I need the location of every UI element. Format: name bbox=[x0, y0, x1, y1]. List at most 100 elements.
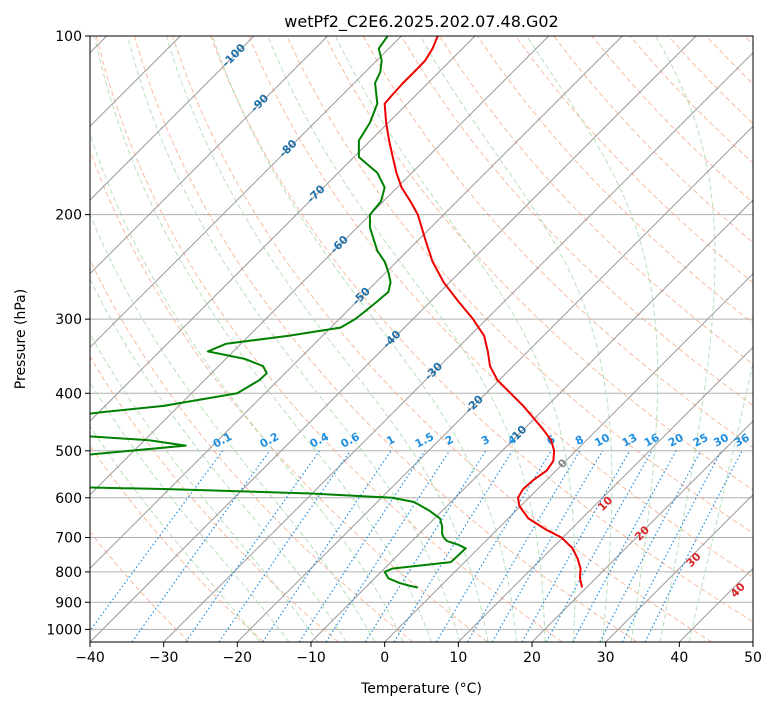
y-tick-label: 300 bbox=[55, 312, 82, 328]
mixing-ratio-line bbox=[325, 450, 451, 642]
dry-adiabat bbox=[667, 36, 753, 125]
x-tick-label: 40 bbox=[670, 650, 688, 666]
mixing-ratio-label: 2 bbox=[443, 433, 456, 448]
x-axis-title: Temperature (°C) bbox=[360, 681, 482, 697]
mixing-ratio-label: 16 bbox=[642, 431, 662, 450]
moist-adiabat bbox=[419, 36, 613, 642]
dry-adiabat bbox=[172, 36, 713, 642]
mixing-ratio-label: 0.4 bbox=[308, 430, 332, 451]
dry-adiabat bbox=[90, 531, 190, 642]
y-axis-title: Pressure (hPa) bbox=[13, 289, 29, 389]
y-tick-label: 900 bbox=[55, 595, 82, 611]
moist-adiabat bbox=[688, 360, 753, 642]
moist-adiabat bbox=[90, 278, 347, 642]
mixing-ratio-label: 20 bbox=[666, 431, 686, 450]
dry-adiabat bbox=[286, 36, 753, 534]
moist-adiabat bbox=[335, 36, 576, 642]
x-axis: −40 −30 −20 −10 0 10 20 30 40 50 bbox=[75, 642, 762, 666]
mixing-ratio-label: 3 bbox=[479, 433, 492, 448]
dry-adiabat bbox=[95, 36, 563, 642]
dry-adiabat-label: 20 bbox=[632, 523, 652, 543]
isotherm-gridline bbox=[90, 36, 697, 642]
mixing-ratio-label: 25 bbox=[691, 431, 711, 450]
mixing-ratio-label: 8 bbox=[573, 433, 586, 448]
isotherm-label: -90 bbox=[248, 91, 271, 114]
moist-adiabat bbox=[90, 213, 376, 642]
mixing-ratio-label: 1.5 bbox=[413, 430, 436, 451]
isotherm-gridline bbox=[752, 641, 753, 642]
moist-adiabat bbox=[165, 36, 489, 642]
mixing-ratio-label: 0.1 bbox=[211, 430, 234, 451]
dry-adiabat bbox=[705, 36, 753, 85]
mixing-ratio-line bbox=[298, 450, 426, 642]
y-tick-label: 100 bbox=[55, 29, 82, 45]
mixing-ratio-label: 0.2 bbox=[258, 430, 281, 451]
isotherm-label: -60 bbox=[328, 233, 351, 256]
dry-adiabat bbox=[90, 355, 339, 642]
mixing-ratio-label: 36 bbox=[732, 431, 752, 450]
mixing-ratio-line bbox=[466, 450, 581, 642]
y-axis: 100 200 300 400 500 600 700 800 900 1000 bbox=[46, 29, 90, 638]
isotherm-label: -30 bbox=[422, 360, 445, 383]
mixing-ratio-label: 30 bbox=[711, 431, 731, 450]
dry-adiabat bbox=[210, 36, 753, 623]
mixing-ratio-line bbox=[545, 450, 653, 642]
x-tick-label: 0 bbox=[380, 650, 389, 666]
isotherm-gridline bbox=[90, 36, 476, 422]
mixing-ratio-line bbox=[572, 450, 677, 642]
dry-adiabat bbox=[133, 36, 638, 642]
isotherm-gridline bbox=[384, 272, 753, 642]
y-tick-label: 700 bbox=[55, 531, 82, 547]
moist-adiabat bbox=[90, 132, 404, 642]
x-tick-label: −40 bbox=[75, 650, 105, 666]
dry-adiabat bbox=[90, 258, 414, 642]
y-tick-label: 1000 bbox=[46, 622, 82, 638]
dry-adiabat-label: 10 bbox=[595, 494, 615, 514]
moist-adiabat bbox=[90, 332, 319, 642]
mixing-ratio-line bbox=[131, 450, 271, 642]
moist-adiabat bbox=[526, 36, 659, 642]
mixing-ratio-label: 1 bbox=[384, 433, 397, 448]
mixing-ratio-line bbox=[521, 450, 631, 642]
x-tick-label: 10 bbox=[449, 650, 467, 666]
mixing-ratio-line bbox=[644, 450, 743, 642]
dry-adiabat bbox=[477, 36, 753, 324]
x-tick-label: 30 bbox=[597, 650, 615, 666]
y-tick-label: 800 bbox=[55, 565, 82, 581]
dry-adiabat bbox=[744, 36, 753, 46]
moist-adiabat bbox=[90, 425, 261, 642]
isotherm-gridline bbox=[90, 36, 255, 201]
temperature-profile bbox=[383, 36, 584, 588]
y-tick-label: 400 bbox=[55, 386, 82, 402]
isotherm-gridline bbox=[236, 125, 753, 642]
isotherm-gridline bbox=[90, 36, 329, 275]
y-tick-label: 200 bbox=[55, 208, 82, 224]
mixing-ratio-line bbox=[364, 450, 487, 642]
dry-adiabat bbox=[324, 36, 753, 491]
y-tick-label: 600 bbox=[55, 491, 82, 507]
dry-adiabat bbox=[515, 36, 753, 284]
mixing-ratio-label: 10 bbox=[592, 431, 612, 450]
dry-adiabat bbox=[90, 445, 264, 642]
x-tick-label: −30 bbox=[149, 650, 179, 666]
dewpoint-profile bbox=[90, 36, 467, 589]
y-tick-label: 500 bbox=[55, 444, 82, 460]
dry-adiabat bbox=[90, 149, 488, 642]
moist-adiabat bbox=[211, 36, 517, 642]
x-tick-label: −20 bbox=[223, 650, 253, 666]
moist-adiabat bbox=[267, 36, 546, 642]
isotherm-gridline bbox=[310, 199, 753, 642]
moist-adiabat bbox=[90, 381, 290, 642]
mixing-ratio-line bbox=[621, 450, 722, 642]
mixing-ratio-label: 13 bbox=[620, 431, 640, 450]
isotherm-gridline bbox=[457, 346, 753, 642]
mixing-ratio-line bbox=[90, 450, 224, 632]
plot-area: -100-90-80-70-60-50-40-30-20-100.1 0.2 0.4… bbox=[90, 36, 753, 642]
moist-adiabat bbox=[93, 36, 432, 642]
moist-adiabat bbox=[127, 36, 461, 642]
isotherm-gridline bbox=[605, 493, 753, 642]
isotherm-gridline bbox=[90, 36, 402, 349]
x-tick-label: 50 bbox=[744, 650, 762, 666]
mixing-ratio-line bbox=[435, 450, 552, 642]
